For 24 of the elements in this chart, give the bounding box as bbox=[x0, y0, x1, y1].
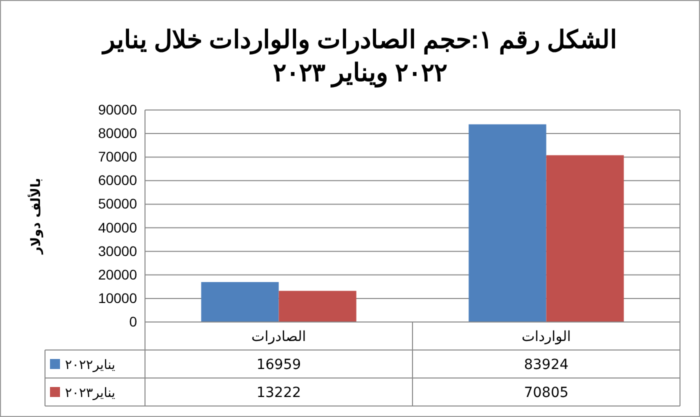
y-tick-label: 40000 bbox=[98, 219, 138, 236]
bar bbox=[468, 124, 546, 322]
x-tick-label: الصادرات bbox=[251, 329, 306, 345]
legend-label: يناير٢٠٢٢ bbox=[65, 358, 116, 373]
y-axis-title: بالألف دولار bbox=[27, 178, 44, 256]
y-tick-label: 90000 bbox=[98, 101, 138, 118]
data-label: 70805 bbox=[524, 385, 569, 401]
chart-title: الشكل رقم ١:حجم الصادرات والواردات خلال يناير ٢٠٢٢ ويناير ٢٠٢٣ bbox=[100, 26, 618, 88]
bar bbox=[278, 290, 356, 322]
y-tick-label: 70000 bbox=[98, 148, 138, 165]
y-tick-label: 0 bbox=[129, 313, 138, 330]
bar bbox=[546, 155, 624, 322]
y-tick-label: 50000 bbox=[98, 196, 138, 212]
y-tick-label: 30000 bbox=[98, 242, 138, 259]
y-tick-label: 10000 bbox=[98, 290, 138, 306]
data-label: 16959 bbox=[256, 357, 302, 373]
y-tick-label: 80000 bbox=[98, 125, 138, 142]
legend-label: يناير٢٠٢٣ bbox=[65, 386, 116, 401]
bar bbox=[201, 282, 279, 322]
data-label: 83924 bbox=[524, 357, 569, 373]
y-tick-label: 60000 bbox=[98, 172, 138, 188]
data-label: 13222 bbox=[256, 385, 302, 401]
y-tick-label: 20000 bbox=[98, 266, 138, 282]
x-tick-label: الواردات bbox=[522, 329, 571, 345]
